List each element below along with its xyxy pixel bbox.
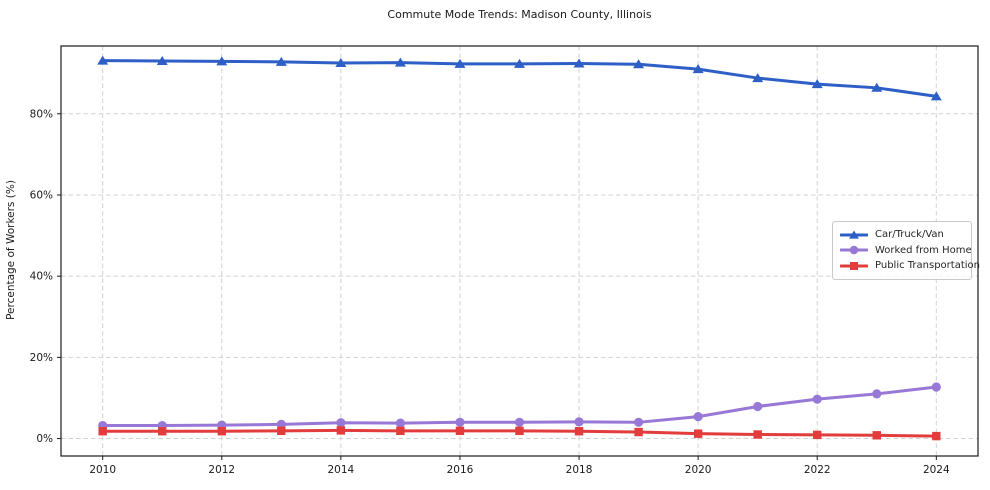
data-point-square: [515, 426, 524, 436]
data-point-triangle: [871, 82, 883, 92]
data-point-triangle: [454, 58, 466, 68]
legend-label: Public Transportation: [875, 260, 980, 272]
data-point-square: [158, 427, 167, 436]
data-point-triangle: [849, 230, 859, 239]
legend-label: Worked from Home: [875, 244, 972, 256]
legend-item-worked-from-home: Worked from Home: [840, 243, 972, 259]
legend-label: Car/Truck/Van: [875, 229, 944, 241]
data-point-square: [813, 430, 822, 440]
data-point-square: [850, 261, 858, 270]
data-point-square: [336, 426, 346, 435]
legend-item-public-transportation: Public Transportation: [840, 258, 980, 274]
data-point-triangle: [335, 58, 347, 68]
data-point-square: [872, 431, 881, 440]
series-markers-public-transportation: [98, 426, 941, 441]
data-point-triangle: [97, 55, 109, 65]
data-point-triangle: [930, 91, 942, 101]
data-point-square: [634, 427, 643, 437]
y-tick-label: 80%: [30, 108, 53, 120]
y-tick-label: 0%: [36, 433, 53, 445]
chart-title: Commute Mode Trends: Madison County, Ill…: [387, 8, 652, 21]
data-point-triangle: [216, 56, 228, 66]
legend-item-car-truck-van: Car/Truck/Van: [840, 227, 963, 243]
data-point-square: [396, 426, 405, 436]
data-point-triangle: [752, 73, 764, 83]
legend-marker-square-icon: [840, 261, 868, 270]
data-point-circle: [693, 412, 703, 422]
data-point-square: [693, 429, 703, 438]
data-point-circle: [872, 389, 882, 399]
data-point-square: [217, 427, 226, 436]
data-point-triangle: [811, 79, 823, 89]
data-point-triangle: [573, 58, 585, 68]
data-point-triangle: [692, 64, 704, 74]
series-markers-car-truck-van: [97, 55, 942, 101]
x-tick-label: 2020: [685, 464, 712, 476]
legend: Car/Truck/Van Worked from Home Public Tran…: [832, 221, 980, 280]
x-tick-label: 2014: [327, 464, 354, 476]
y-tick-label: 60%: [30, 189, 53, 201]
data-point-circle: [753, 401, 763, 412]
data-point-circle: [812, 394, 822, 404]
data-point-circle: [395, 418, 406, 428]
legend-marker-triangle-icon: [840, 230, 868, 239]
data-point-circle: [931, 382, 941, 392]
x-tick-label: 2022: [804, 464, 831, 476]
data-point-triangle: [156, 56, 168, 66]
data-point-square: [98, 427, 107, 436]
x-tick-label: 2010: [89, 464, 116, 476]
series-markers-worked-from-home: [98, 382, 941, 431]
data-point-circle: [574, 417, 584, 427]
data-point-circle: [633, 417, 644, 427]
data-point-square: [455, 426, 465, 436]
data-point-circle: [849, 245, 859, 255]
y-tick-label: 20%: [30, 352, 53, 364]
data-point-square: [932, 431, 941, 441]
legend-marker-circle-icon: [840, 245, 868, 255]
x-tick-label: 2016: [447, 464, 474, 476]
data-point-triangle: [633, 59, 645, 69]
x-tick-label: 2018: [566, 464, 593, 476]
data-point-triangle: [275, 56, 287, 66]
data-point-circle: [514, 417, 525, 427]
data-point-triangle: [514, 58, 525, 68]
data-point-circle: [455, 417, 465, 427]
data-point-square: [574, 427, 584, 436]
data-point-square: [753, 430, 762, 439]
axes-border: [60, 45, 979, 457]
data-point-circle: [336, 418, 346, 428]
data-point-square: [277, 426, 286, 436]
y-tick-label: 40%: [30, 271, 53, 283]
data-point-triangle: [394, 57, 406, 67]
x-tick-label: 2012: [208, 464, 235, 476]
x-tick-label: 2024: [923, 464, 950, 476]
